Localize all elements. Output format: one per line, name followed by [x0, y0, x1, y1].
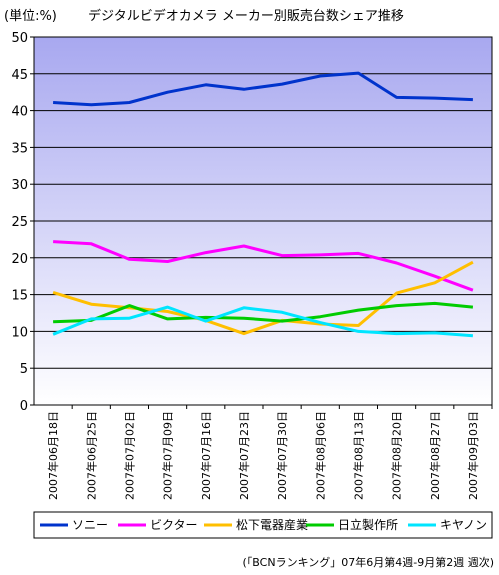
series-line-0 — [53, 71, 473, 107]
legend-label: ビクター — [150, 518, 198, 532]
y-tick-label: 20 — [11, 252, 28, 267]
y-tick-label: 0 — [20, 399, 28, 414]
x-tick-label: 2007年08月20日 — [390, 411, 404, 500]
x-tick-label: 2007年09月03日 — [466, 411, 480, 500]
x-tick-label: 2007年07月30日 — [275, 411, 289, 500]
x-tick-label: 2007年08月06日 — [313, 411, 327, 500]
y-tick-label: 35 — [11, 141, 28, 156]
x-tick-label: 2007年06月18日 — [46, 411, 60, 500]
legend-label: 松下電器産業 — [236, 517, 308, 532]
y-tick-label: 5 — [20, 362, 28, 377]
legend-label: キヤノン — [440, 518, 487, 532]
x-tick-label: 2007年06月25日 — [84, 411, 98, 500]
y-tick-label: 10 — [11, 325, 28, 340]
legend-label: 日立製作所 — [338, 517, 398, 532]
x-axis-ticks: 2007年06月18日 2007年06月25日 2007年07月02日 2007年07… — [46, 405, 493, 500]
series-line-1 — [53, 240, 474, 292]
unit-label: (単位:%) — [4, 8, 57, 24]
legend: ソニー ビクター 松下電器産業 日立製作所 キヤノン — [40, 517, 487, 532]
y-axis-ticks: 0 5 10 15 20 25 30 35 40 45 50 — [11, 31, 34, 414]
series-line-3 — [53, 301, 474, 324]
y-tick-label: 25 — [11, 215, 28, 230]
grid-lines — [34, 73, 492, 369]
x-tick-label: 2007年08月27日 — [428, 411, 442, 500]
chart-title: デジタルビデオカメラ メーカー別販売台数シェア推移 — [88, 8, 404, 24]
series-lines — [52, 71, 474, 338]
x-tick-label: 2007年07月23日 — [237, 411, 251, 500]
y-tick-label: 30 — [11, 178, 28, 193]
source-note: (「BCNランキング」07年6月第4週-9月第2週 週次) — [243, 555, 494, 569]
x-tick-label: 2007年07月02日 — [122, 411, 136, 500]
x-tick-label: 2007年07月16日 — [199, 411, 213, 500]
y-tick-label: 15 — [11, 289, 28, 304]
y-tick-label: 45 — [11, 68, 28, 83]
legend-label: ソニー — [72, 518, 108, 532]
x-tick-label: 2007年08月13日 — [351, 411, 365, 500]
series-line-4 — [52, 305, 474, 338]
y-tick-label: 40 — [11, 105, 28, 120]
y-tick-label: 50 — [11, 31, 28, 46]
x-tick-label: 2007年07月09日 — [161, 411, 175, 500]
